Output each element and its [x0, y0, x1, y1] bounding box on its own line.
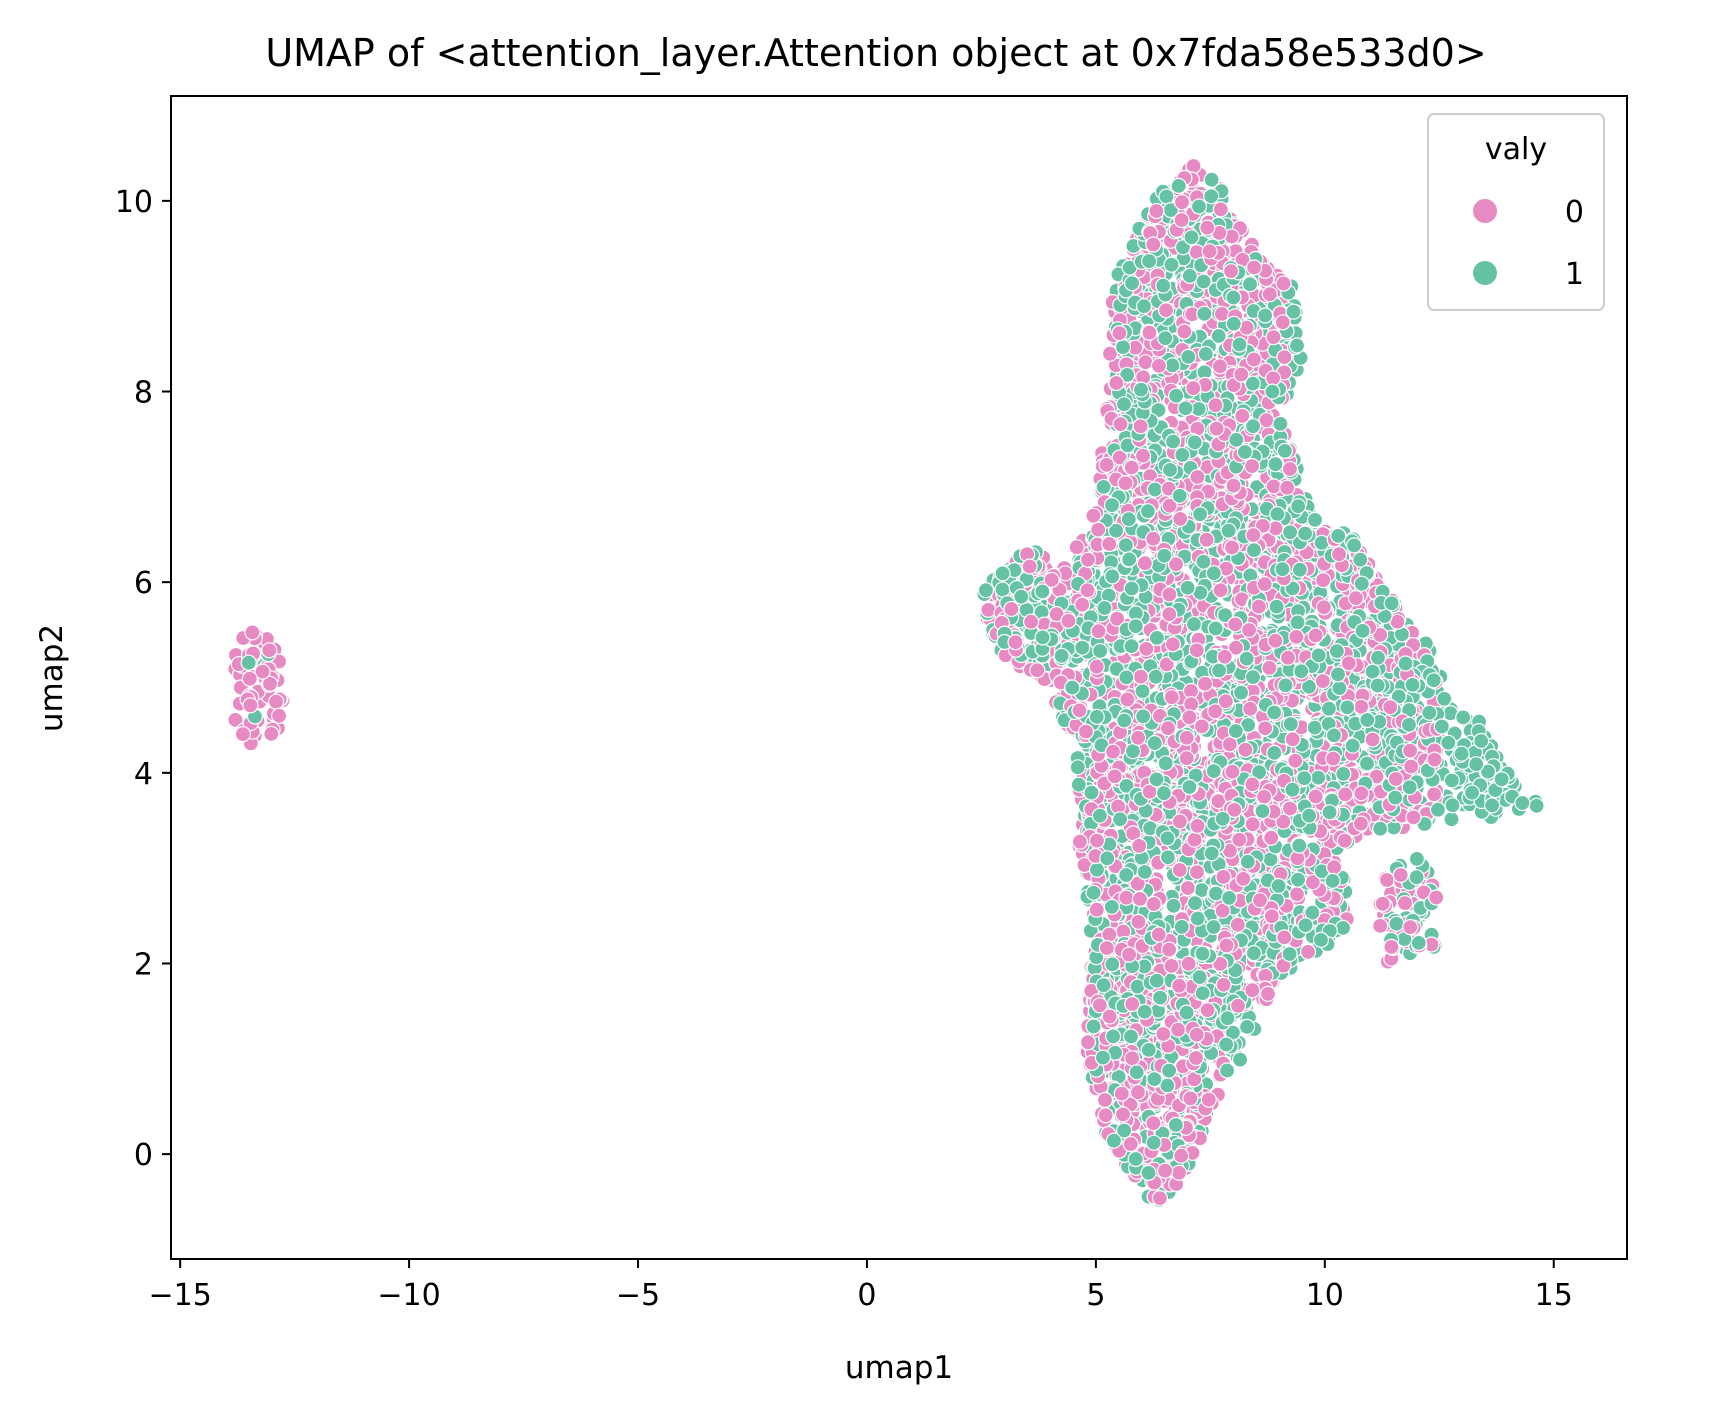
scatter-point-valy-1: [1165, 897, 1182, 914]
scatter-point-valy-0: [244, 624, 261, 641]
chart-title: UMAP of <attention_layer.Attention objec…: [265, 31, 1486, 75]
scatter-point-valy-1: [1069, 759, 1086, 776]
scatter-point-valy-1: [994, 565, 1011, 582]
scatter-point-valy-1: [977, 582, 995, 599]
scatter-point-valy-1: [1436, 690, 1453, 707]
scatter-point-valy-1: [1443, 772, 1461, 789]
scatter-point-valy-1: [1232, 684, 1250, 701]
scatter-point-valy-1: [1231, 1051, 1249, 1068]
scatter-point-valy-0: [1378, 871, 1396, 889]
scatter-point-valy-1: [1372, 820, 1389, 837]
scatter-point-valy-0: [980, 601, 997, 619]
scatter-point-valy-1: [1408, 850, 1426, 868]
scatter-point-valy-1: [1238, 1018, 1256, 1036]
points-layer: [227, 157, 1545, 1209]
scatter-point-valy-0: [1212, 201, 1229, 218]
scatter-point-valy-1: [1353, 575, 1370, 592]
scatter-point-valy-0: [1090, 521, 1107, 538]
scatter-point-valy-1: [1195, 273, 1212, 290]
scatter-point-valy-1: [1203, 171, 1220, 188]
scatter-point-valy-0: [227, 711, 244, 729]
scatter-point-valy-1: [1455, 709, 1472, 726]
scatter-point-valy-0: [1114, 1106, 1132, 1123]
scatter-point-valy-1: [994, 581, 1011, 598]
scatter-point-valy-0: [1188, 863, 1206, 881]
scatter-point-valy-1: [1443, 811, 1460, 828]
scatter-point-valy-0: [1212, 582, 1229, 599]
scatter-point-valy-0: [1193, 718, 1211, 735]
scatter-point-valy-1: [1122, 1028, 1140, 1045]
scatter-point-valy-0: [263, 725, 280, 743]
scatter-point-valy-1: [1146, 481, 1164, 498]
scatter-point-valy-0: [1288, 886, 1306, 903]
scatter-point-valy-0: [1068, 539, 1085, 556]
scatter-point-valy-1: [1241, 276, 1259, 293]
scatter-point-valy-0: [1425, 786, 1443, 803]
scatter-point-valy-0: [1180, 955, 1197, 972]
scatter-point-valy-0: [1088, 658, 1105, 675]
scatter-point-valy-1: [1352, 551, 1369, 568]
scatter-point-valy-1: [1334, 919, 1352, 937]
scatter-point-valy-0: [1261, 659, 1278, 677]
scatter-point-valy-1: [240, 654, 257, 671]
scatter-point-valy-0: [1088, 901, 1105, 918]
scatter-point-valy-1: [1117, 536, 1135, 554]
scatter-point-valy-1: [1528, 797, 1545, 814]
